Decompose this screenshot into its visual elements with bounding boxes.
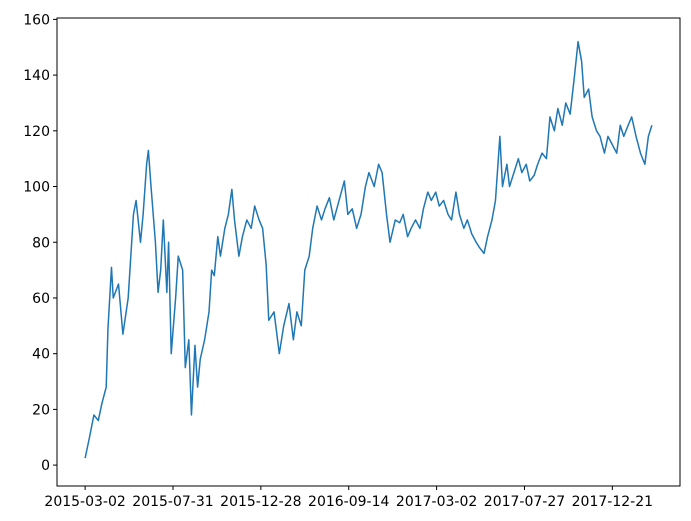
line-series [84, 40, 653, 459]
x-tick-label: 2016-09-14 [308, 494, 389, 510]
x-tick-label: 2017-07-27 [484, 494, 565, 510]
y-tick-label: 80 [32, 235, 50, 251]
x-tick-label: 2017-12-21 [572, 494, 653, 510]
y-tick-label: 140 [23, 68, 50, 84]
y-tick-label: 20 [32, 402, 50, 418]
x-tick-label: 2015-12-28 [220, 494, 301, 510]
x-tick-label: 2015-07-31 [132, 494, 213, 510]
y-tick-label: 160 [23, 12, 50, 28]
x-tick-label: 2017-03-02 [396, 494, 477, 510]
y-tick-label: 0 [41, 458, 50, 474]
axes-frame [56, 17, 681, 487]
y-tick-label: 60 [32, 291, 50, 307]
y-tick-label: 100 [23, 180, 50, 196]
y-tick-label: 40 [32, 347, 50, 363]
x-tick-label: 2015-03-02 [44, 494, 125, 510]
y-tick-label: 120 [23, 124, 50, 140]
